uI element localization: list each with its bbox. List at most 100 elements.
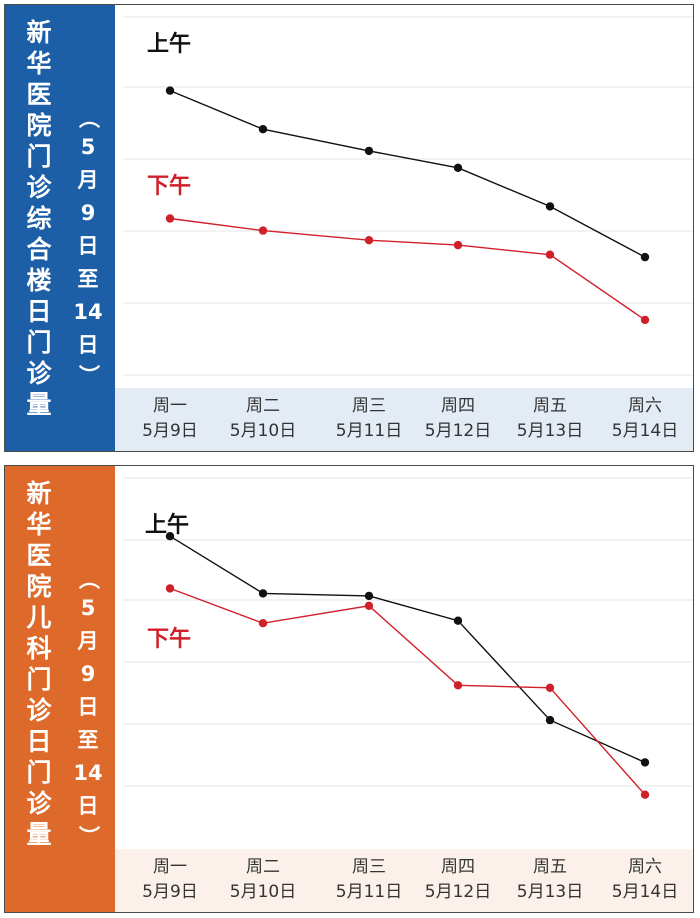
data-point — [640, 252, 650, 262]
x-tick-weekday: 周一 — [153, 857, 187, 877]
series-line — [169, 587, 646, 796]
date-range-char: 日 — [77, 333, 99, 357]
x-tick-date: 5月12日 — [424, 421, 492, 441]
x-tick-weekday: 周三 — [352, 396, 386, 416]
x-tick-label: 周六 5月14日 — [600, 855, 690, 905]
series-label: 上午 — [147, 31, 191, 57]
x-tick-weekday: 周二 — [246, 396, 280, 416]
title-char: 诊 — [26, 789, 52, 818]
title-char: 华 — [26, 49, 52, 78]
date-range-char: 至 — [77, 728, 99, 752]
title-char: 日 — [26, 297, 52, 326]
x-tick-weekday: 周四 — [441, 857, 475, 877]
date-range-char: 月 — [77, 629, 99, 653]
date-range-char: 月 — [77, 168, 99, 192]
title-char: 量 — [26, 820, 52, 849]
x-axis: 周一 5月9日 周二 5月10日 周三 5月11日 周四 5月12日 周五 5月13日 周六 5月14… — [115, 849, 693, 912]
title-char: 门 — [26, 328, 52, 357]
data-point — [364, 146, 374, 156]
data-point — [453, 163, 463, 172]
x-tick-date: 5月13日 — [516, 882, 584, 902]
title-char: 综 — [26, 204, 52, 233]
x-tick-date: 5月14日 — [611, 421, 679, 441]
title-char: 科 — [26, 634, 52, 663]
series-label: 下午 — [147, 173, 191, 199]
title-char: 院 — [26, 111, 52, 140]
x-tick-label: 周五 5月13日 — [505, 855, 595, 905]
date-range-char: （ — [76, 107, 100, 129]
x-tick-weekday: 周三 — [352, 857, 386, 877]
title-char: 楼 — [26, 266, 52, 295]
date-range-char: ） — [76, 825, 100, 847]
data-point — [453, 240, 463, 250]
series-afternoon — [165, 584, 650, 799]
date-range-char: ） — [76, 364, 100, 386]
title-char: 诊 — [26, 359, 52, 388]
data-point — [640, 315, 650, 325]
gridlines — [123, 16, 693, 376]
data-point — [165, 532, 175, 541]
x-tick-date: 5月10日 — [229, 882, 297, 902]
title-char: 诊 — [26, 173, 52, 202]
x-tick-date: 5月10日 — [229, 421, 297, 441]
x-tick-label: 周六 5月14日 — [600, 394, 690, 444]
data-point — [640, 758, 650, 767]
date-range-char: 日 — [77, 695, 99, 719]
date-range-char: （ — [76, 568, 100, 590]
series-line — [169, 535, 646, 764]
date-range: （5 月 9 日至 14 日） — [65, 105, 111, 388]
data-point — [545, 250, 555, 259]
data-point — [545, 202, 555, 211]
x-tick-label: 周二 5月10日 — [218, 394, 308, 444]
data-point — [640, 790, 650, 799]
x-tick-weekday: 周五 — [533, 396, 567, 416]
x-tick-label: 周四 5月12日 — [413, 855, 503, 905]
data-point — [364, 591, 374, 601]
x-tick-date: 5月11日 — [335, 421, 403, 441]
x-tick-label: 周四 5月12日 — [413, 394, 503, 444]
title-char: 新 — [26, 479, 52, 508]
x-tick-label: 周一 5月9日 — [125, 394, 215, 444]
chart-title: 新华医院门诊综合楼日门诊量 — [11, 17, 67, 445]
sidebar-title: 新华医院儿科门诊日门诊量 （5 月 9 日至 14 日） — [5, 466, 115, 912]
date-range-char: 5 — [80, 135, 96, 159]
title-char: 医 — [26, 541, 52, 570]
x-tick-label: 周三 5月11日 — [324, 394, 414, 444]
x-tick-weekday: 周四 — [441, 396, 475, 416]
title-char: 量 — [26, 390, 52, 419]
title-char: 儿 — [26, 603, 52, 632]
x-tick-date: 5月12日 — [424, 882, 492, 902]
data-point — [165, 584, 175, 593]
data-point — [165, 86, 175, 95]
title-char: 新 — [26, 18, 52, 47]
data-point — [258, 226, 268, 235]
plot-area: 上午 下午 周一 5月9日 周二 5月10日 周三 5月11日 周四 5月12日 周五 5月13日周… — [115, 466, 693, 912]
date-range-char: 5 — [80, 596, 96, 620]
series-label: 下午 — [147, 626, 191, 652]
series-afternoon — [165, 214, 650, 325]
x-tick-date: 5月11日 — [335, 882, 403, 902]
x-tick-date: 5月13日 — [516, 421, 584, 441]
data-point — [258, 619, 268, 628]
x-tick-date: 5月9日 — [142, 882, 198, 902]
series-morning — [165, 86, 650, 262]
plot-area: 上午 下午 周一 5月9日 周二 5月10日 周三 5月11日 周四 5月12日 周五 5月13日周… — [115, 5, 693, 451]
date-range-char: 14 — [73, 300, 103, 324]
x-tick-date: 5月14日 — [611, 882, 679, 902]
sidebar-title: 新华医院门诊综合楼日门诊量 （5 月 9 日至 14 日） — [5, 5, 115, 451]
x-tick-label: 周三 5月11日 — [324, 855, 414, 905]
date-range-char: 14 — [73, 761, 103, 785]
x-tick-label: 周二 5月10日 — [218, 855, 308, 905]
series-label: 上午 — [145, 512, 189, 538]
series-line — [169, 217, 646, 321]
title-char: 院 — [26, 572, 52, 601]
data-point — [453, 616, 463, 625]
data-point — [453, 681, 463, 690]
x-tick-date: 5月9日 — [142, 421, 198, 441]
title-char: 日 — [26, 727, 52, 756]
chart-panel-outpatient-building: 新华医院门诊综合楼日门诊量 （5 月 9 日至 14 日） 上午 下午 周一 5月9日 周二 5月… — [4, 4, 694, 452]
title-char: 合 — [26, 235, 52, 264]
x-tick-label: 周一 5月9日 — [125, 855, 215, 905]
date-range-char: 日 — [77, 794, 99, 818]
